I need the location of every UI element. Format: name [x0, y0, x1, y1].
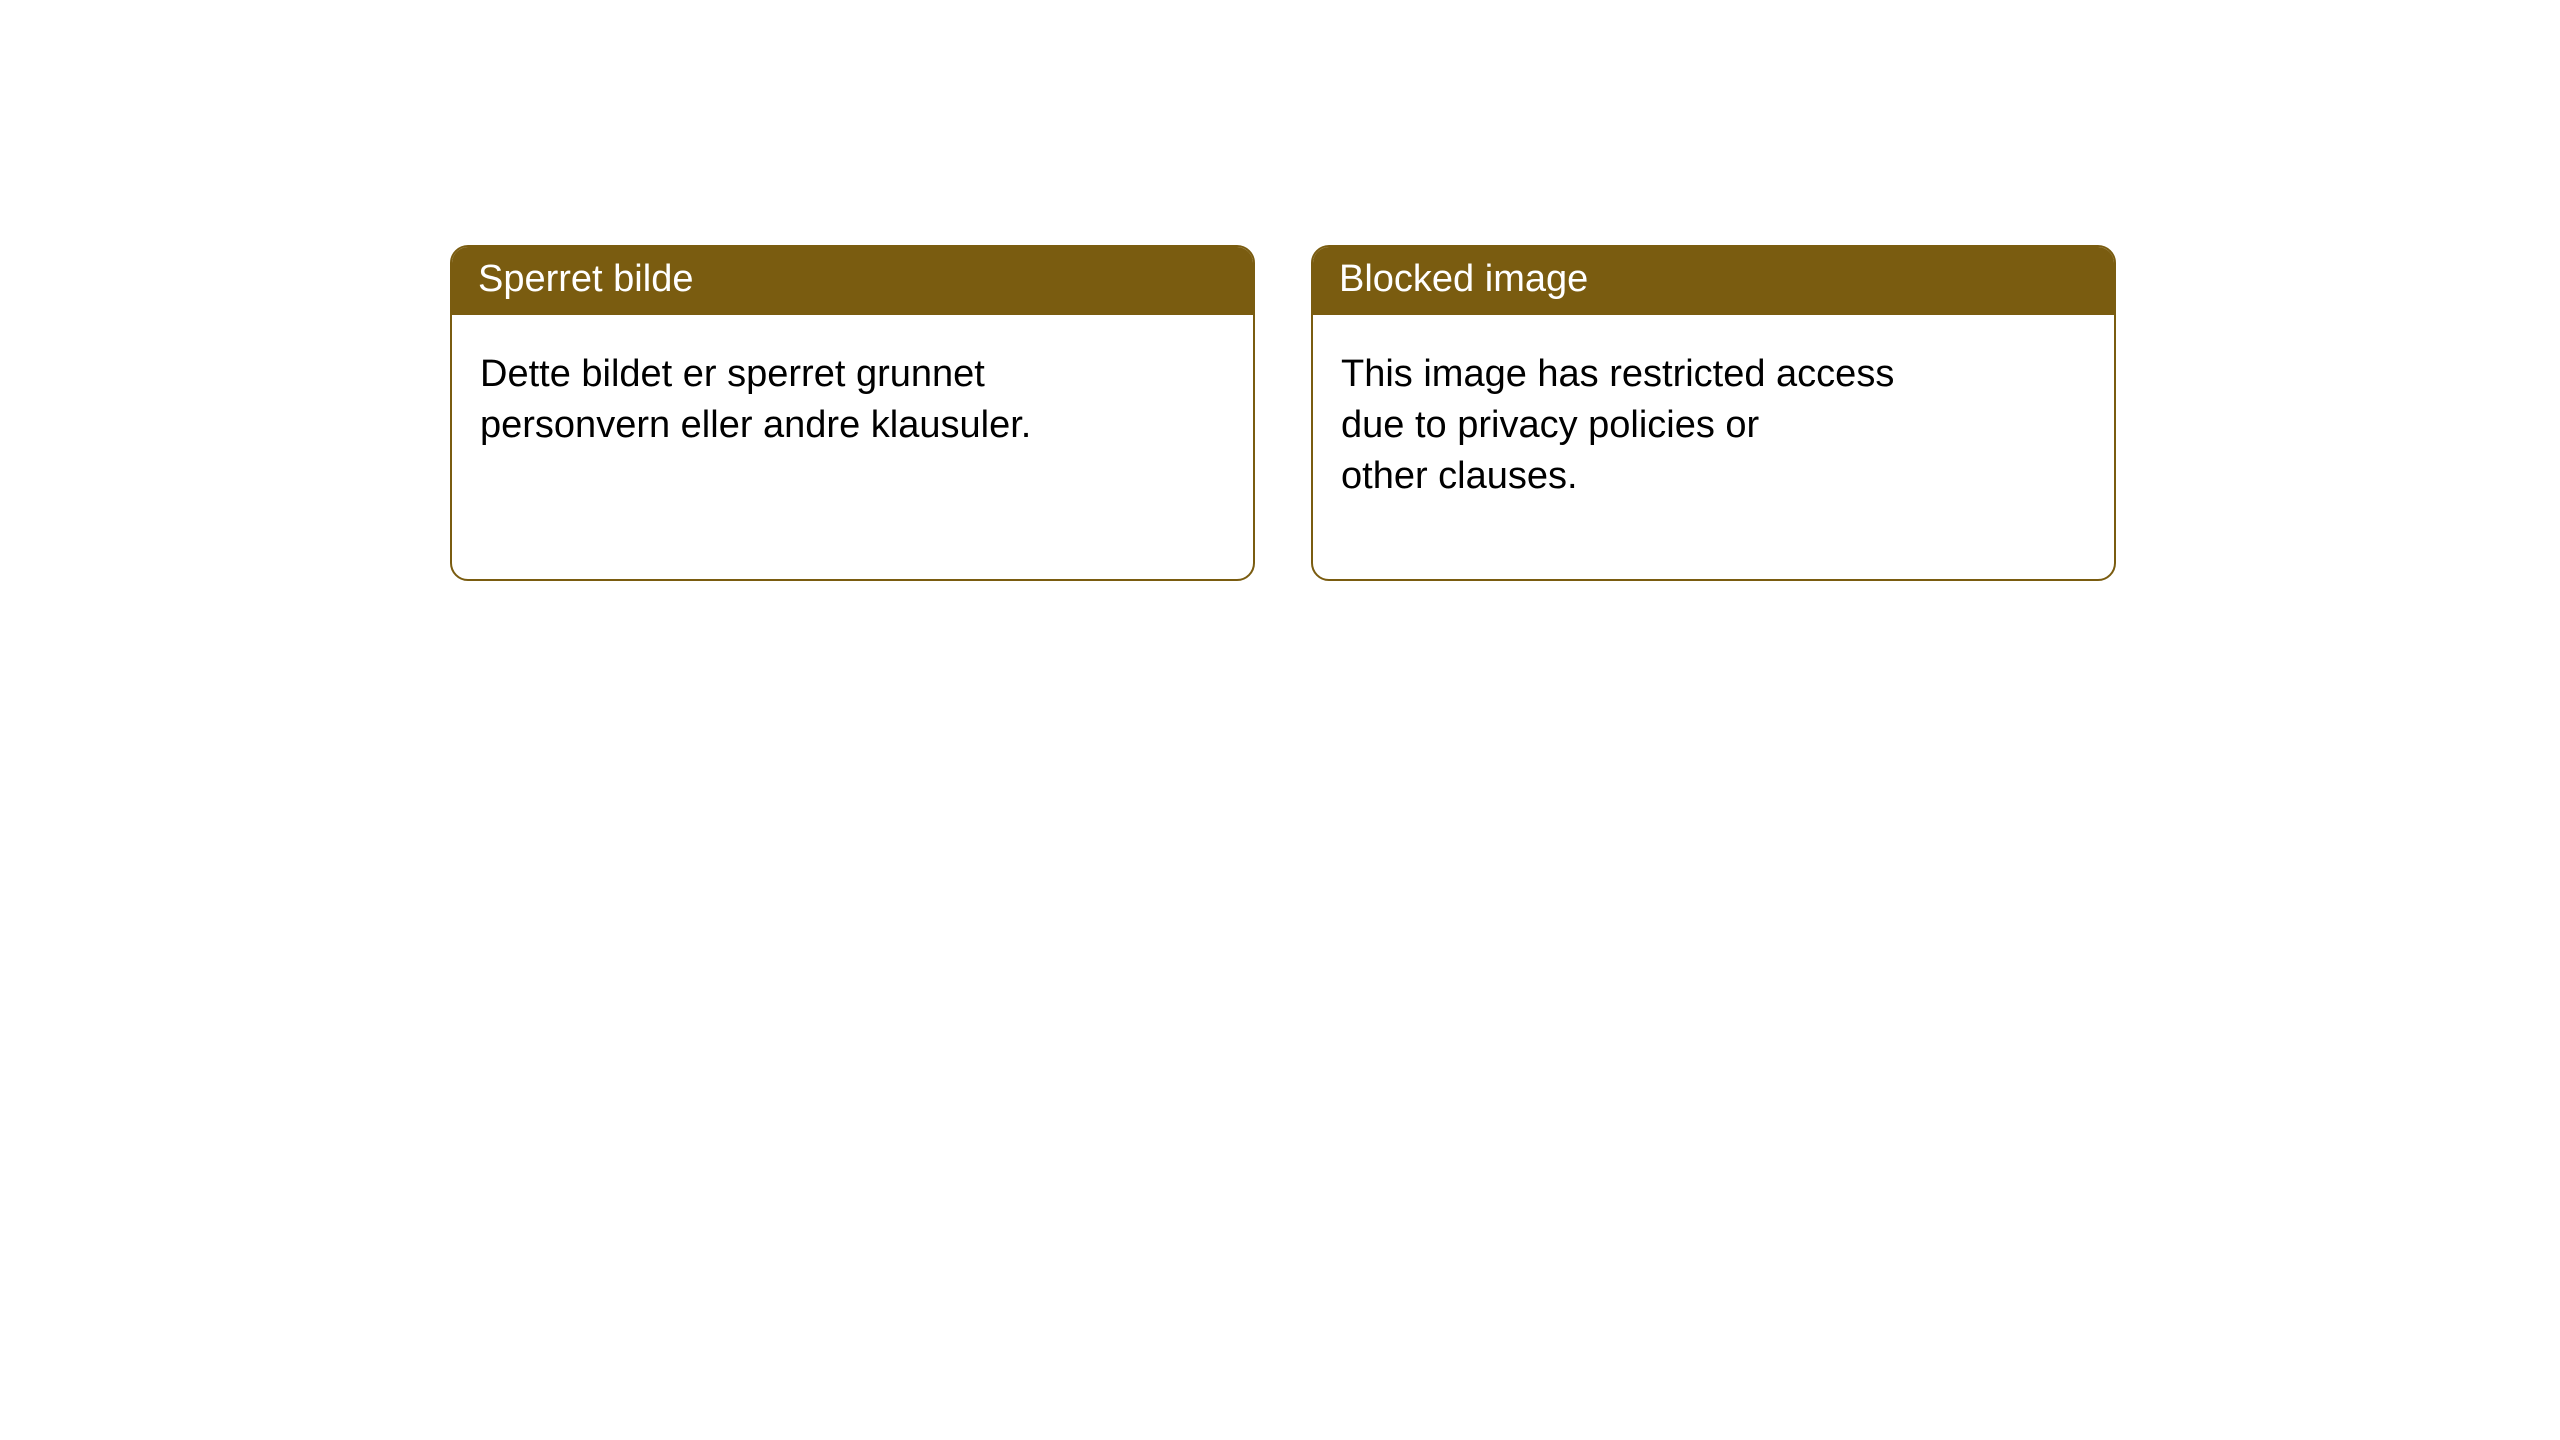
- notice-card-norwegian: Sperret bilde Dette bildet er sperret gr…: [450, 245, 1255, 581]
- notice-cards-container: Sperret bilde Dette bildet er sperret gr…: [0, 0, 2560, 581]
- card-header: Blocked image: [1313, 247, 2114, 315]
- card-body: Dette bildet er sperret grunnet personve…: [452, 315, 1253, 486]
- card-body: This image has restricted access due to …: [1313, 315, 2114, 537]
- card-header: Sperret bilde: [452, 247, 1253, 315]
- notice-card-english: Blocked image This image has restricted …: [1311, 245, 2116, 581]
